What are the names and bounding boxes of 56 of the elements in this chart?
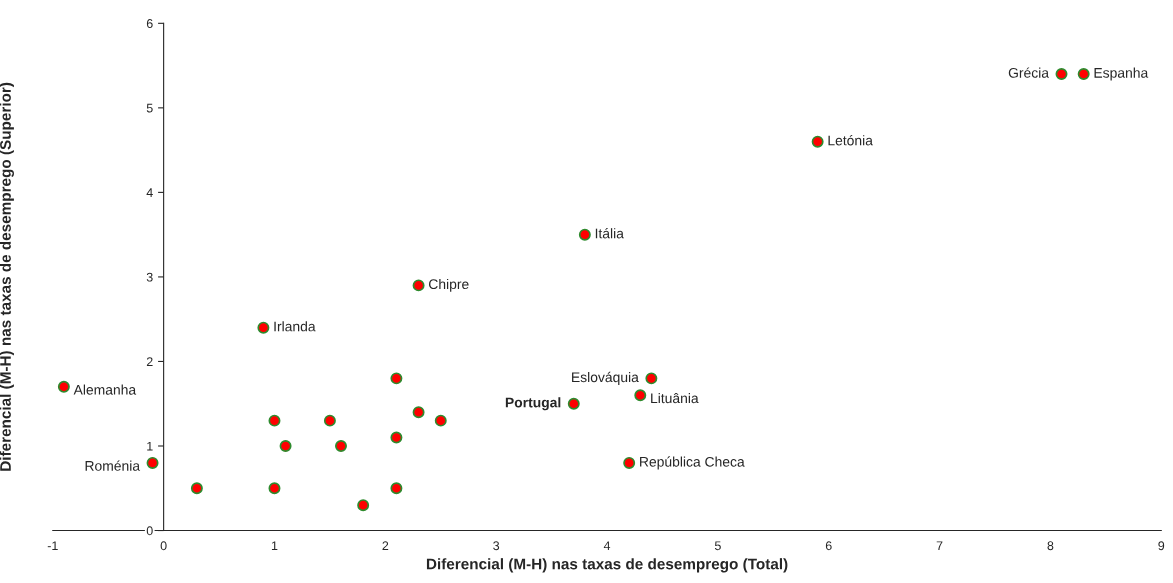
- x-tick-label: 5: [714, 541, 721, 551]
- y-tick-label: 6: [146, 19, 153, 28]
- x-tick-label: 9: [1158, 541, 1165, 551]
- point: [434, 414, 447, 427]
- point: [390, 372, 403, 385]
- point: [257, 321, 270, 334]
- annotation: Irlanda: [274, 321, 316, 332]
- point: [1077, 68, 1090, 81]
- point: [357, 499, 370, 512]
- x-axis-title: Diferencial (M-H) nas taxas de desemprego (Total): [426, 558, 788, 573]
- annotation: Chipre: [429, 278, 469, 292]
- x-tick-label: 4: [603, 541, 611, 551]
- y-tick-label: 1: [147, 441, 153, 451]
- point: [1055, 68, 1068, 81]
- annotation: Espanha: [1094, 67, 1149, 81]
- point: [623, 456, 636, 469]
- x-tick-label: 1: [271, 541, 278, 551]
- point: [323, 414, 336, 427]
- x-tick-label: 6: [825, 541, 832, 551]
- point: [268, 414, 281, 427]
- annotation: Lituânia: [651, 392, 699, 404]
- annotation: Grécia: [1008, 67, 1050, 78]
- point: [335, 440, 347, 452]
- annotation: Roménia: [85, 460, 141, 471]
- y-tick-label: 0: [146, 526, 153, 536]
- annotation: Portugal: [505, 397, 561, 411]
- x-tick-label: 3: [493, 541, 500, 551]
- annotation: Letónia: [828, 135, 873, 146]
- point: [412, 406, 425, 419]
- point: [645, 372, 658, 385]
- annotation: Itália: [595, 228, 624, 239]
- annotation: Eslováquia: [572, 371, 639, 385]
- point: [578, 228, 591, 241]
- point: [634, 389, 647, 402]
- point: [57, 380, 70, 393]
- x-tick-label: 8: [1047, 541, 1054, 551]
- point: [412, 279, 425, 292]
- x-tick-label: 7: [936, 541, 943, 551]
- y-tick-label: 5: [146, 103, 153, 113]
- point: [390, 431, 403, 444]
- x-tick-label: -1: [47, 541, 58, 551]
- y-tick-label: 4: [146, 188, 153, 197]
- annotation: República Checa: [640, 456, 745, 470]
- y-tick-label: 3: [146, 272, 153, 282]
- annotation: Alemanha: [73, 384, 137, 395]
- point: [268, 482, 281, 495]
- point: [567, 397, 580, 410]
- point: [811, 135, 824, 148]
- point: [190, 482, 203, 495]
- y-axis-title: Diferencial (M-H) nas taxas de desemprego (Superior): [0, 82, 14, 471]
- point: [279, 440, 292, 452]
- x-tick-label: 0: [160, 541, 167, 551]
- x-tick-label: 2: [382, 541, 389, 551]
- point: [390, 482, 403, 495]
- point: [146, 456, 159, 469]
- y-tick-label: 2: [146, 357, 153, 366]
